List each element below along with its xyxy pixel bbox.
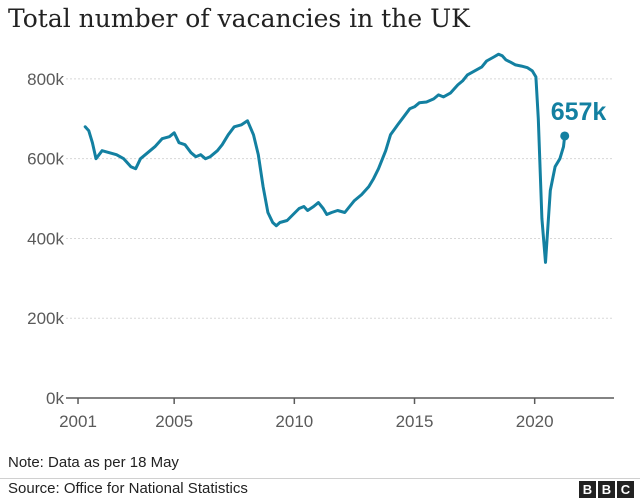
source-credit: Source: Office for National Statistics: [8, 480, 248, 497]
footer-divider: [0, 478, 640, 479]
latest-value-point: [560, 131, 570, 141]
y-tick-label: 600k: [27, 150, 64, 169]
data-note: Note: Data as per 18 May: [8, 454, 179, 471]
x-axis-ticks: 2001 2005 2010 2015 2020: [59, 398, 554, 431]
x-tick-label: 2005: [155, 412, 193, 431]
chart-title: Total number of vacancies in the UK: [8, 4, 470, 33]
logo-letter: B: [579, 481, 596, 498]
x-tick-label: 2020: [516, 412, 554, 431]
y-axis-tick-labels: 0k 200k 400k 600k 800k: [27, 70, 64, 408]
latest-value-label: 657k: [551, 98, 607, 126]
y-tick-label: 200k: [27, 309, 64, 328]
bbc-logo: B B C: [579, 481, 634, 498]
logo-letter: C: [617, 481, 634, 498]
x-tick-label: 2015: [396, 412, 434, 431]
x-tick-label: 2010: [275, 412, 313, 431]
logo-letter: B: [598, 481, 615, 498]
x-tick-label: 2001: [59, 412, 97, 431]
y-tick-label: 0k: [46, 389, 64, 408]
y-tick-label: 400k: [27, 229, 64, 248]
y-tick-label: 800k: [27, 70, 64, 89]
gridlines: [66, 78, 614, 319]
vacancies-series-line: [83, 52, 567, 264]
